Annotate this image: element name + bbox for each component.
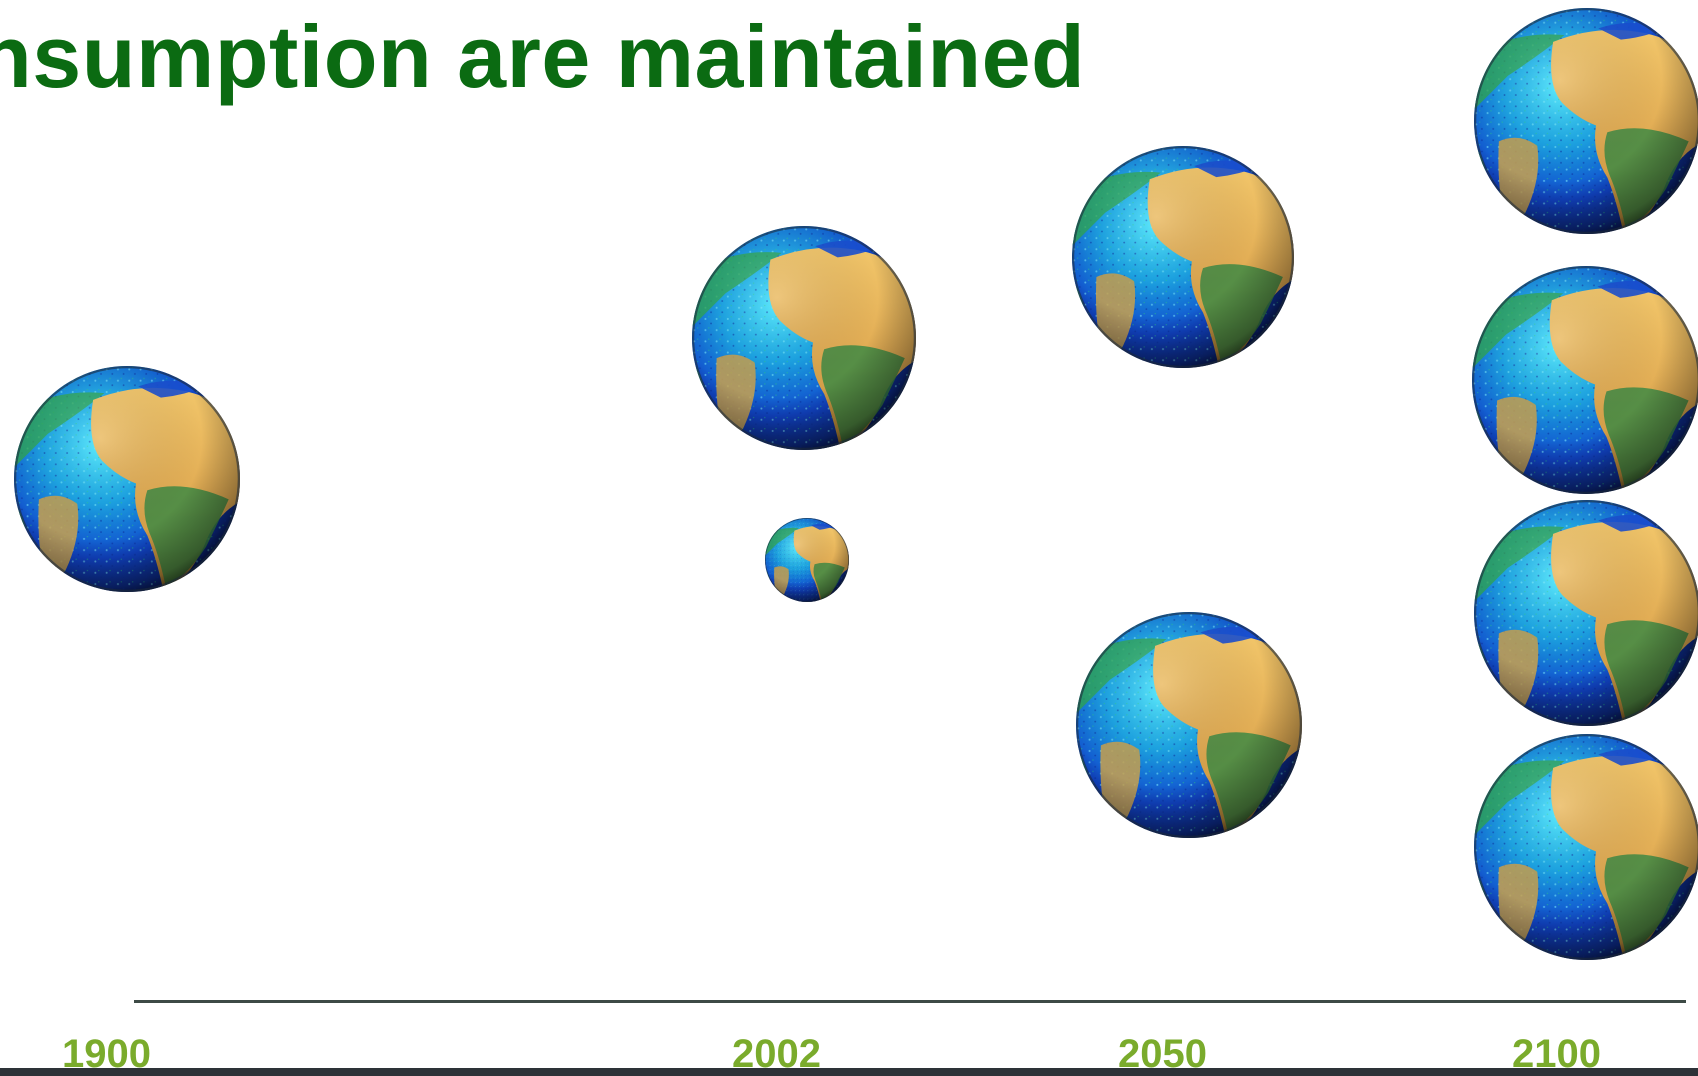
timeline-axis (134, 1000, 1686, 1003)
earth-globe-icon (1076, 612, 1302, 838)
earth-globe-icon (1072, 146, 1294, 368)
earth-globe-icon (14, 366, 240, 592)
window-bottom-edge (0, 1068, 1698, 1076)
earth-globe-icon (1474, 500, 1698, 726)
earth-globe-icon (1474, 8, 1698, 234)
earth-globe-icon (1474, 734, 1698, 960)
earth-globe-icon (765, 518, 849, 602)
slide-title: nsumption are maintained (0, 7, 1086, 106)
earth-globe-icon (1472, 266, 1698, 494)
earth-globe-icon (692, 226, 916, 450)
